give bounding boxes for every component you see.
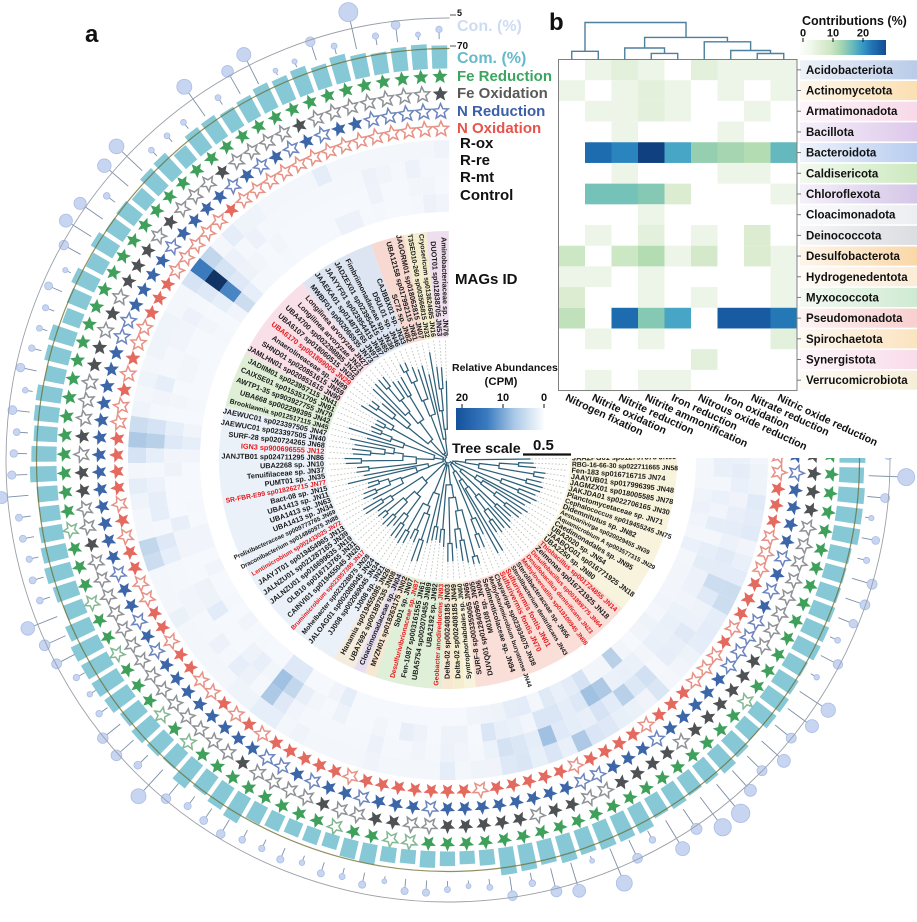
svg-text:Caldisericota: Caldisericota bbox=[806, 168, 879, 180]
svg-text:MAGs ID: MAGs ID bbox=[455, 271, 518, 288]
svg-text:Deinococcota: Deinococcota bbox=[806, 230, 882, 242]
svg-text:Verrucomicrobiota: Verrucomicrobiota bbox=[806, 375, 908, 387]
svg-text:Fe Reduction: Fe Reduction bbox=[457, 68, 552, 85]
svg-text:0: 0 bbox=[800, 28, 806, 40]
svg-text:Spirochaetota: Spirochaetota bbox=[806, 334, 883, 346]
svg-text:20: 20 bbox=[857, 28, 869, 40]
svg-text:N Reduction: N Reduction bbox=[457, 103, 545, 120]
svg-text:R-mt: R-mt bbox=[460, 169, 494, 186]
svg-text:0: 0 bbox=[541, 392, 547, 404]
svg-text:R-re: R-re bbox=[460, 152, 490, 169]
svg-text:Bacteroidota: Bacteroidota bbox=[806, 148, 877, 160]
svg-text:Relative Abundances: Relative Abundances bbox=[452, 362, 558, 374]
svg-text:(CPM): (CPM) bbox=[485, 376, 518, 388]
svg-text:Control: Control bbox=[460, 187, 513, 204]
svg-text:Con. (%): Con. (%) bbox=[457, 18, 522, 35]
svg-text:Tree scale: Tree scale bbox=[452, 441, 521, 457]
svg-text:Acidobacteriota: Acidobacteriota bbox=[806, 65, 894, 77]
svg-text:Fe Oxidation: Fe Oxidation bbox=[457, 85, 548, 102]
svg-text:0.5: 0.5 bbox=[533, 437, 554, 454]
svg-text:5: 5 bbox=[457, 8, 462, 18]
svg-text:Synergistota: Synergistota bbox=[806, 355, 876, 367]
svg-text:Myxococcota: Myxococcota bbox=[806, 292, 879, 304]
svg-text:Com. (%): Com. (%) bbox=[457, 50, 526, 67]
svg-text:Bacillota: Bacillota bbox=[806, 127, 855, 139]
svg-text:b: b bbox=[549, 9, 564, 36]
svg-text:20: 20 bbox=[456, 392, 468, 404]
svg-text:Pseudomonadota: Pseudomonadota bbox=[806, 313, 903, 325]
svg-text:Cloacimonadota: Cloacimonadota bbox=[806, 210, 896, 222]
svg-text:10: 10 bbox=[497, 392, 509, 404]
svg-text:Actinomycetota: Actinomycetota bbox=[806, 86, 893, 98]
svg-text:Armatimonadota: Armatimonadota bbox=[806, 106, 898, 118]
svg-text:a: a bbox=[85, 21, 99, 48]
svg-text:10: 10 bbox=[827, 28, 839, 40]
svg-text:Hydrogenedentota: Hydrogenedentota bbox=[806, 272, 908, 284]
svg-text:Chloroflexota: Chloroflexota bbox=[806, 189, 881, 201]
svg-text:Contributions (%): Contributions (%) bbox=[802, 14, 907, 28]
svg-text:R-ox: R-ox bbox=[460, 135, 494, 152]
svg-text:Desulfobacterota: Desulfobacterota bbox=[806, 251, 901, 263]
